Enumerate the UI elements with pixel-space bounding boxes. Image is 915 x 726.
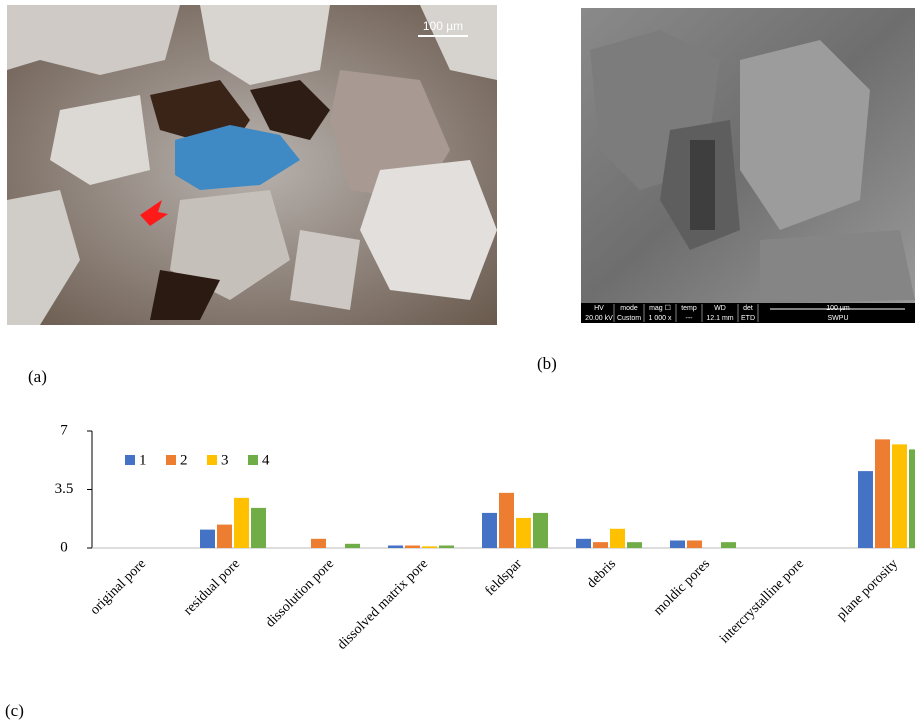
bar: [217, 525, 232, 548]
bar: [627, 542, 642, 548]
x-tick-label: feldspar: [483, 556, 526, 599]
bar: [422, 546, 437, 548]
x-tick-label: original pore: [88, 556, 149, 617]
databar-org: SWPU: [828, 315, 849, 322]
databar-header: mag ☐: [649, 304, 671, 312]
y-tick-label: 7: [60, 422, 68, 438]
bar: [388, 545, 403, 548]
legend-label: 1: [139, 452, 147, 468]
databar-header: mode: [620, 305, 638, 312]
bar: [687, 540, 702, 548]
bar: [576, 539, 591, 548]
bar: [251, 508, 266, 548]
databar-header: temp: [681, 305, 697, 312]
x-tick-label: dissolution pore: [263, 556, 337, 630]
databar-value: ---: [686, 315, 694, 322]
databar-header: det: [743, 305, 753, 312]
databar-header: WD: [714, 305, 726, 312]
legend-label: 3: [221, 452, 229, 468]
bar: [516, 518, 531, 548]
bar: [858, 471, 873, 548]
scale-bar-label: 100 µm: [826, 305, 850, 312]
x-tick-label: plane porosity: [834, 556, 901, 623]
bar: [311, 539, 326, 548]
bar: [721, 542, 736, 548]
bar: [439, 545, 454, 548]
bar: [610, 529, 625, 548]
y-tick-label: 3.5: [55, 481, 74, 497]
bar: [875, 439, 890, 548]
bar: [405, 545, 420, 548]
bar: [892, 444, 907, 548]
bar: [499, 493, 514, 548]
bar: [533, 513, 548, 548]
bar: [670, 540, 685, 548]
databar-value: ETD: [741, 315, 755, 322]
panel-label: (b): [537, 354, 557, 373]
bar: [234, 498, 249, 548]
legend-label: 4: [262, 452, 270, 468]
bar: [482, 513, 497, 548]
bar: [593, 542, 608, 548]
scale-bar-label: 100 µm: [423, 19, 463, 33]
panel-label: (c): [5, 701, 24, 720]
x-tick-label: debris: [584, 556, 619, 591]
bar: [200, 530, 215, 548]
bar: [909, 449, 915, 548]
databar-value: 1 000 x: [649, 315, 672, 322]
bar-chart: 0 3.5 7 original pore residual pore dissoluti…: [55, 422, 915, 652]
legend-swatch: [207, 455, 217, 465]
databar-value: 20.00 kV: [585, 315, 613, 322]
page: {"figure": { "panel_a": {"label": "(a)",…: [0, 0, 915, 726]
x-tick-label: moldic pores: [651, 556, 713, 618]
databar-header: HV: [594, 305, 604, 312]
x-tick-label: dissolved matrix pore: [335, 556, 431, 652]
figure: 100 µm HV 20.00 kV mode Custom mag ☐ 1 000 x t…: [0, 0, 915, 726]
bar: [345, 544, 360, 548]
panel-label: (a): [28, 367, 47, 386]
legend-label: 2: [180, 452, 188, 468]
legend-swatch: [125, 455, 135, 465]
x-tick-label: intercrystalline pore: [717, 556, 807, 646]
thin-section-photo: 100 µm: [7, 5, 497, 325]
legend-swatch: [166, 455, 176, 465]
y-tick-label: 0: [60, 539, 68, 555]
sem-photo: [581, 8, 915, 323]
databar-value: Custom: [617, 315, 641, 322]
x-tick-label: residual pore: [181, 556, 243, 618]
databar-value: 12.1 mm: [706, 315, 733, 322]
legend-swatch: [248, 455, 258, 465]
